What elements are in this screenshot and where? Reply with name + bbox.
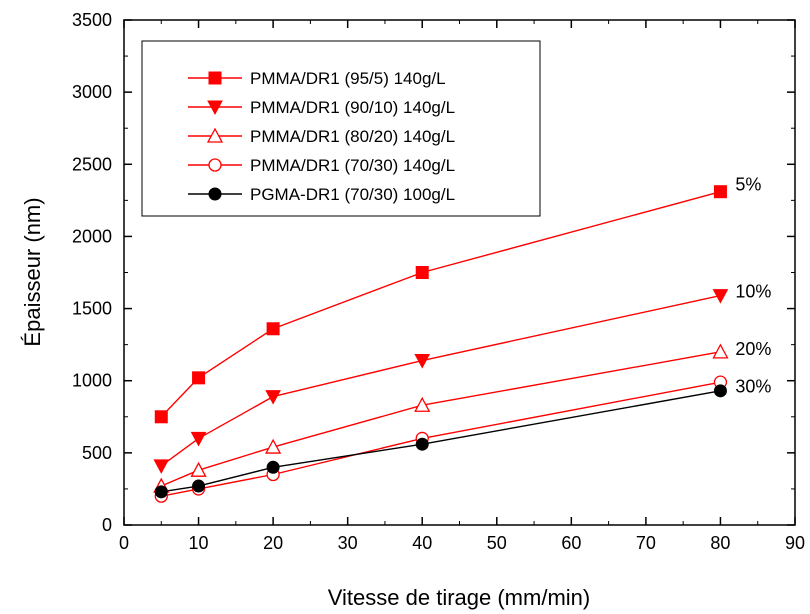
data-point-series-1 [415,266,429,279]
series-line-5 [161,390,721,493]
data-point-series-2 [190,431,207,447]
series-line-4 [161,381,721,497]
annotation-label: 5% [735,174,761,194]
data-point-series-2 [153,459,170,474]
x-tick-label: 70 [636,533,656,553]
legend-marker [208,158,222,172]
annotation-label: 30% [735,376,771,396]
x-tick-label: 60 [561,533,581,553]
series-line-1 [160,191,721,418]
y-tick-label: 2000 [72,226,112,246]
y-tick-label: 2500 [72,154,112,174]
legend-marker [207,100,223,116]
data-point-series-2 [265,390,281,405]
series-markers [153,185,729,503]
y-tick-label: 1500 [72,299,112,319]
data-point-series-5 [154,485,168,499]
x-tick-label: 90 [785,533,805,553]
data-point-series-1 [713,185,727,199]
data-point-series-5 [266,460,280,474]
x-tick-label: 40 [412,533,432,553]
data-point-series-3 [414,396,431,412]
annotations: 5% 10% 20% 30% [735,174,771,396]
x-tick-label: 0 [119,533,129,553]
x-tick-label: 50 [487,533,507,553]
axis-ticks: 0 10 20 30 40 50 60 70 80 90 0 500 1000 1500 2000 2500 3… [72,10,805,553]
x-axis-title: Vitesse de tirage (mm/min) [328,585,590,610]
x-tick-label: 80 [710,533,730,553]
data-point-series-5 [713,384,727,398]
data-point-series-2 [414,354,431,369]
legend-marker [208,187,222,201]
legend-label: PGMA-DR1 (70/30) 100g/L [250,185,455,204]
y-tick-label: 0 [102,515,112,535]
legend-box [141,40,541,217]
legend-label: PMMA/DR1 (70/30) 140g/L [250,156,455,175]
data-point-series-5 [192,479,206,493]
data-point-series-2 [712,289,729,304]
y-axis-title: Épaisseur (nm) [20,197,45,346]
data-point-series-5 [415,437,429,451]
y-tick-label: 500 [82,443,112,463]
legend-marker [208,71,222,85]
data-point-series-3 [712,343,729,359]
x-tick-label: 20 [263,533,283,553]
annotation-label: 20% [735,339,771,359]
legend: PMMA/DR1 (95/5) 140g/L PMMA/DR1 (90/10) 1… [141,40,541,217]
annotation-label: 10% [735,281,771,301]
y-tick-label: 3000 [72,82,112,102]
x-tick-label: 30 [338,533,358,553]
legend-label: PMMA/DR1 (95/5) 140g/L [250,69,446,88]
data-point-series-1 [192,371,206,385]
data-point-series-1 [154,410,168,424]
legend-label: PMMA/DR1 (80/20) 140g/L [250,127,455,146]
legend-marker [206,127,224,143]
y-tick-label: 1000 [72,371,112,391]
legend-label: PMMA/DR1 (90/10) 140g/L [250,98,455,117]
x-tick-label: 10 [189,533,209,553]
series-lines [160,191,721,497]
data-point-series-1 [266,322,280,336]
data-point-series-3 [265,438,282,454]
y-tick-label: 3500 [72,10,112,30]
series-line-3 [161,351,721,487]
data-point-series-3 [190,461,207,477]
